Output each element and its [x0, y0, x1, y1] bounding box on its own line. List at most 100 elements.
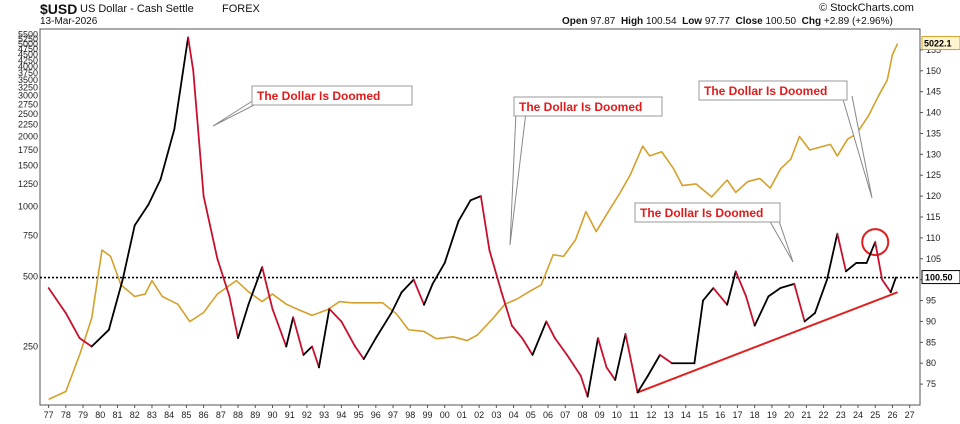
left-tick-label: 3250 [18, 82, 38, 92]
right-tick-label: 90 [926, 316, 936, 326]
x-tick-label: 16 [715, 410, 725, 420]
usd-segment [767, 287, 782, 298]
usd-segment [362, 337, 377, 360]
callout-text: The Dollar Is Doomed [257, 89, 380, 103]
left-tick-label: 2250 [18, 120, 38, 130]
left-tick-label: 2000 [18, 132, 38, 142]
x-tick-label: 09 [595, 410, 605, 420]
instrument-name: US Dollar - Cash Settle [80, 3, 194, 15]
usd-segment [121, 224, 136, 281]
usd-segment [734, 270, 747, 298]
x-tick-label: 90 [267, 410, 277, 420]
x-tick-label: 92 [302, 410, 312, 420]
usd-segment [64, 312, 81, 340]
x-tick-label: 88 [233, 410, 243, 420]
usd-segment [133, 203, 150, 227]
usd-segment [247, 266, 264, 306]
usd-segment [554, 337, 568, 356]
right-tick-label: 125 [926, 170, 941, 180]
right-tick-label: 115 [926, 212, 940, 222]
x-tick-label: 84 [164, 410, 174, 420]
usd-segment [302, 345, 313, 356]
close-label: Close [735, 16, 763, 27]
callout-pointer [212, 99, 265, 127]
x-tick-label: 83 [147, 410, 157, 420]
left-tick-label: 5250 [18, 34, 38, 44]
usd-segment [390, 291, 403, 314]
x-tick-label: 23 [836, 410, 846, 420]
usd-segment [647, 353, 661, 377]
open-label: Open [562, 16, 588, 27]
usd-segment [374, 312, 393, 340]
callout-text: The Dollar Is Doomed [640, 206, 763, 220]
left-tick-label: 3000 [18, 91, 38, 101]
left-tick-label: 1500 [18, 161, 38, 171]
x-tick-label: 85 [181, 410, 191, 420]
usd-segment [328, 308, 343, 323]
usd-segment [78, 337, 93, 348]
usd-segment [753, 295, 770, 327]
x-tick-label: 07 [560, 410, 570, 420]
usd-segment [202, 195, 219, 260]
usd-segment [597, 337, 608, 369]
x-tick-label: 01 [457, 410, 467, 420]
usd-segment [636, 374, 649, 394]
x-tick-label: 80 [95, 410, 105, 420]
x-tick-label: 08 [577, 410, 587, 420]
left-tick-label: 1750 [18, 145, 38, 155]
usd-segment [702, 287, 715, 302]
callout-pointer [841, 95, 873, 199]
usd-segment [814, 278, 828, 314]
right-tick-label: 120 [926, 191, 941, 201]
left-tick-label: 4500 [18, 50, 38, 60]
usd-segment [659, 353, 673, 365]
usd-segment [340, 320, 357, 348]
last-price-box [921, 270, 960, 285]
usd-segment [47, 287, 67, 314]
right-tick-label: 140 [926, 108, 941, 118]
x-tick-label: 96 [371, 410, 381, 420]
left-tick-label: 4750 [18, 44, 38, 54]
gold-last-label: 5022.1 [924, 39, 952, 49]
usd-segment [826, 232, 839, 281]
usd-segment [566, 353, 582, 377]
gold-line [48, 43, 899, 401]
brand-logo: © StockCharts.com [819, 2, 914, 14]
x-tick-label: 15 [698, 410, 708, 420]
high-label: High [620, 16, 644, 27]
usd-segment [545, 320, 556, 340]
x-tick-label: 05 [526, 410, 536, 420]
x-tick-label: 17 [732, 410, 742, 420]
x-tick-label: 24 [853, 410, 863, 420]
x-tick-label: 00 [440, 410, 450, 420]
x-tick-label: 22 [819, 410, 829, 420]
usd-segment [271, 308, 288, 348]
left-tick-label: 2750 [18, 99, 38, 109]
gold-last-box [921, 36, 960, 51]
right-tick-label: 105 [926, 254, 941, 264]
usd-segment [237, 303, 250, 340]
usd-segment [488, 249, 503, 294]
usd-segment [187, 36, 195, 72]
right-tick-label: 150 [926, 66, 941, 76]
usd-segment [107, 278, 124, 331]
x-tick-label: 10 [612, 410, 622, 420]
x-tick-label: 26 [887, 410, 897, 420]
usd-segment [479, 195, 491, 252]
usd-segment [457, 199, 472, 223]
usd-segment [693, 299, 704, 365]
highlight-circle [861, 228, 890, 257]
usd-segment [624, 333, 639, 394]
x-tick-label: 18 [750, 410, 760, 420]
x-tick-label: 04 [509, 410, 519, 420]
left-tick-label: 250 [23, 341, 38, 351]
x-tick-label: 98 [405, 410, 415, 420]
x-tick-label: 79 [78, 410, 88, 420]
usd-segment [354, 345, 365, 360]
callout-text: The Dollar Is Doomed [519, 100, 642, 114]
x-tick-label: 78 [61, 410, 71, 420]
exchange-label: FOREX [222, 3, 260, 15]
x-tick-label: 87 [216, 410, 226, 420]
usd-segment [412, 278, 425, 306]
